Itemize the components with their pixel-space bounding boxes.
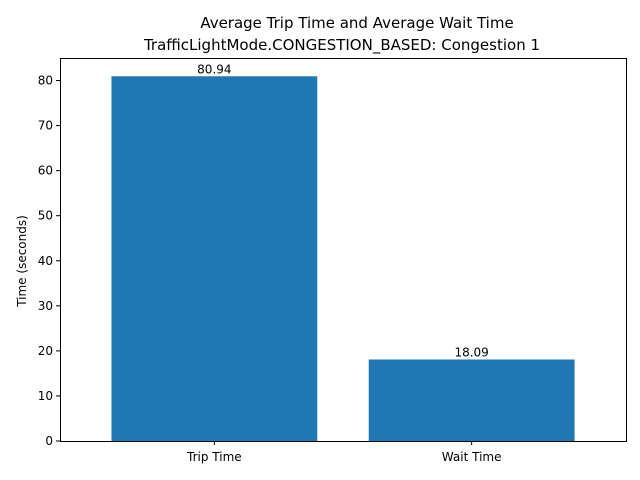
- bar-wait-time: [368, 359, 575, 441]
- data-label-wait-time: 18.09: [454, 345, 488, 359]
- bars-group: 80.94 18.09: [111, 62, 575, 441]
- y-tick-label: 70: [38, 119, 53, 133]
- y-tick-label: 0: [45, 434, 53, 448]
- bar-trip-time: [111, 76, 318, 441]
- chart-subtitle: TrafficLightMode.CONGESTION_BASED: Conge…: [143, 36, 540, 55]
- x-tick-label: Trip Time: [186, 450, 242, 464]
- y-tick-label: 60: [38, 164, 53, 178]
- y-tick-label: 80: [38, 74, 53, 88]
- y-tick-label: 40: [38, 254, 53, 268]
- y-axis: 0 10 20 30 40 50 60 70 80: [38, 74, 60, 448]
- y-tick-label: 20: [38, 344, 53, 358]
- plot-frame: [60, 58, 627, 442]
- y-tick-label: 30: [38, 299, 53, 313]
- x-axis: Trip Time Wait Time: [186, 441, 501, 464]
- y-tick-label: 50: [38, 209, 53, 223]
- y-tick-label: 10: [38, 389, 53, 403]
- chart-title: Average Trip Time and Average Wait Time: [200, 14, 513, 32]
- x-tick-label: Wait Time: [442, 450, 502, 464]
- data-label-trip-time: 80.94: [197, 62, 231, 76]
- y-axis-label: Time (seconds): [15, 215, 29, 308]
